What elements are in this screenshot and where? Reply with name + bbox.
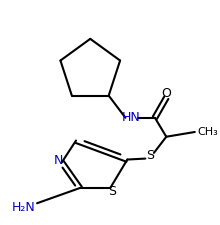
Text: S: S [108, 185, 116, 198]
Text: H₂N: H₂N [12, 200, 36, 214]
Text: HN: HN [122, 111, 141, 124]
Text: O: O [161, 87, 171, 99]
Text: CH₃: CH₃ [198, 127, 218, 137]
Text: S: S [146, 149, 154, 162]
Text: N: N [53, 154, 63, 167]
